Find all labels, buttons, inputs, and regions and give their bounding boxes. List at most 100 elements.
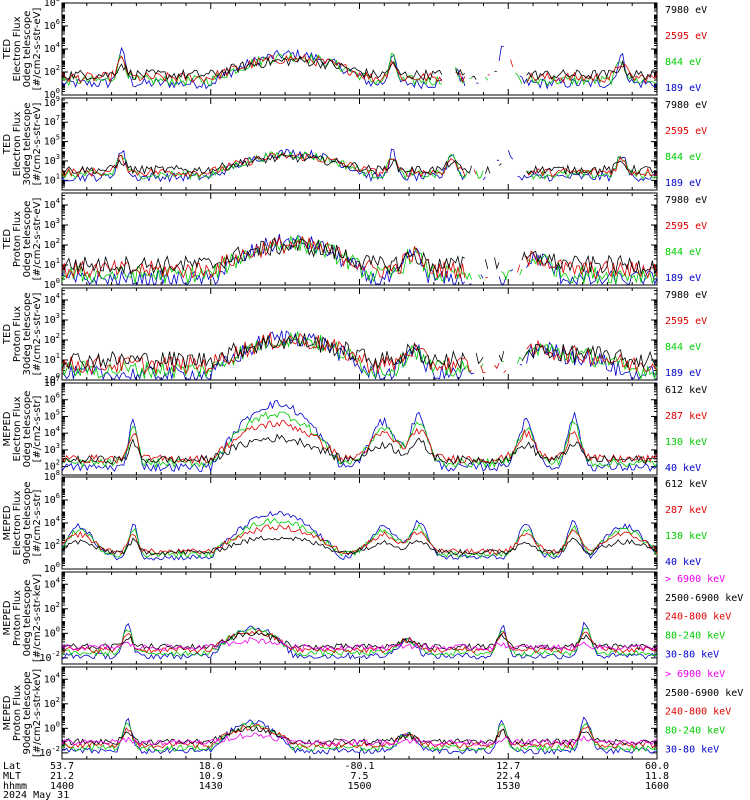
y-tick-label: 107 bbox=[44, 375, 60, 389]
y-axis-label-line: 90deg telescope bbox=[22, 671, 33, 754]
y-axis-label-line: Electron Flux bbox=[12, 490, 23, 555]
y-tick-exponent: 2 bbox=[56, 332, 60, 340]
x-axis-value: 18.0 bbox=[199, 761, 223, 772]
series-line bbox=[61, 724, 658, 749]
legend-label: 189 eV bbox=[665, 178, 701, 189]
series-line bbox=[61, 725, 658, 746]
y-tick-label: 106 bbox=[44, 18, 60, 32]
y-tick-exponent: 0 bbox=[56, 372, 60, 380]
y-tick-exponent: 1 bbox=[56, 257, 60, 265]
y-tick-label: 108 bbox=[44, 0, 60, 9]
y-tick-label: 103 bbox=[44, 442, 60, 456]
y-axis-label: MEPED Electron Flux 90deg telescope [#/cm2-… bbox=[2, 481, 43, 564]
y-tick-exponent: 2 bbox=[56, 601, 60, 609]
y-tick-label: 100 bbox=[44, 561, 60, 575]
x-axis-value: 21.2 bbox=[50, 771, 74, 782]
series-line bbox=[61, 721, 658, 752]
y-tick-exponent: -2 bbox=[52, 650, 60, 658]
panel-frame bbox=[61, 2, 658, 96]
y-axis-label-line: 30deg telescope bbox=[22, 292, 33, 375]
legend-label: 2595 eV bbox=[665, 316, 707, 327]
y-tick-exponent: 6 bbox=[56, 392, 60, 400]
y-tick-label: 102 bbox=[44, 601, 60, 615]
y-axis-label-line: Electron Flux bbox=[12, 16, 23, 81]
y-tick-label: 107 bbox=[44, 114, 60, 128]
y-axis-label-line: [#/cm2-s-str] bbox=[32, 395, 43, 462]
legend-label: 80-240 keV bbox=[665, 631, 725, 642]
y-axis-label: TED Electron Flux 30deg telescope [#/cm2-s-… bbox=[2, 102, 43, 185]
legend-label: 80-240 keV bbox=[665, 726, 725, 737]
y-tick-exponent: 3 bbox=[56, 442, 60, 450]
y-tick-label: 104 bbox=[44, 292, 60, 306]
y-axis-label-line: [#/cm2-s-str-keV] bbox=[32, 574, 43, 662]
series-line bbox=[61, 233, 658, 286]
x-axis-value: 1400 bbox=[50, 781, 74, 792]
y-tick-exponent: 3 bbox=[56, 217, 60, 225]
y-tick-label: 101 bbox=[44, 257, 60, 271]
y-tick-exponent: 4 bbox=[56, 576, 60, 584]
y-tick-exponent: 0 bbox=[56, 561, 60, 569]
y-axis-label-line: MEPED bbox=[2, 411, 13, 446]
series-line bbox=[61, 420, 658, 465]
legend-label: 2500-6900 keV bbox=[665, 688, 743, 699]
y-axis-label-line: TED bbox=[2, 39, 13, 60]
series-line bbox=[61, 621, 658, 660]
y-axis-label-line: Proton Flux bbox=[12, 590, 23, 646]
legend-label: 844 eV bbox=[665, 247, 701, 258]
y-tick-label: 108 bbox=[44, 469, 60, 483]
y-tick-label: 103 bbox=[44, 217, 60, 231]
x-axis-value: 7.5 bbox=[350, 771, 368, 782]
series-line bbox=[61, 716, 657, 755]
x-axis-row-label: Lat bbox=[3, 761, 21, 772]
y-tick-exponent: 4 bbox=[56, 671, 60, 679]
legend-label: 287 keV bbox=[665, 505, 707, 516]
series-line bbox=[61, 234, 658, 284]
y-axis-label-line: TED bbox=[2, 134, 13, 155]
y-tick-label: 102 bbox=[44, 696, 60, 710]
y-axis-label-line: Proton Flux bbox=[12, 211, 23, 267]
y-axis-label-line: MEPED bbox=[2, 505, 13, 540]
x-axis-value: 1430 bbox=[199, 781, 223, 792]
y-tick-exponent: 7 bbox=[56, 114, 60, 122]
x-axis-row-label: hhmm bbox=[3, 781, 27, 792]
y-tick-exponent: 4 bbox=[56, 515, 60, 523]
panel-frame bbox=[61, 192, 658, 286]
y-tick-label: 104 bbox=[44, 671, 60, 685]
y-tick-label: 105 bbox=[44, 408, 60, 422]
legend-label: 189 eV bbox=[665, 368, 701, 379]
y-tick-label: 104 bbox=[44, 41, 60, 55]
series-line bbox=[61, 631, 658, 651]
series-line bbox=[61, 237, 658, 276]
series-line bbox=[61, 45, 658, 90]
legend-label: 30-80 keV bbox=[665, 744, 719, 755]
legend-label: 612 keV bbox=[665, 479, 707, 490]
legend-label: 40 keV bbox=[665, 557, 701, 568]
x-axis-value: 53.7 bbox=[50, 761, 74, 772]
series-line bbox=[61, 636, 658, 652]
legend-label: 2500-6900 keV bbox=[665, 593, 743, 604]
y-tick-exponent: 4 bbox=[56, 425, 60, 433]
y-axis-label-line: Proton Flux bbox=[12, 685, 23, 741]
y-axis-label-line: 0deg telescope bbox=[22, 11, 33, 88]
y-axis-label-line: [#/cm2-s-str] bbox=[32, 489, 43, 556]
y-tick-exponent: 0 bbox=[56, 87, 60, 95]
y-axis-label-line: [#/cm2-s-str-eV] bbox=[32, 198, 43, 281]
y-axis-label: MEPED Electron Flux 0deg telescope [#/cm2-s… bbox=[2, 391, 43, 468]
y-tick-label: 101 bbox=[44, 352, 60, 366]
x-axis-row-label: MLT bbox=[3, 771, 21, 782]
legend-label: 7980 eV bbox=[665, 195, 707, 206]
y-tick-exponent: 5 bbox=[56, 134, 60, 142]
legend-label: 7980 eV bbox=[665, 290, 707, 301]
series-line bbox=[61, 331, 658, 375]
x-axis-value: 1530 bbox=[496, 781, 520, 792]
series-line bbox=[61, 629, 658, 654]
y-tick-exponent: 2 bbox=[56, 459, 60, 467]
y-tick-exponent: 8 bbox=[56, 469, 60, 477]
